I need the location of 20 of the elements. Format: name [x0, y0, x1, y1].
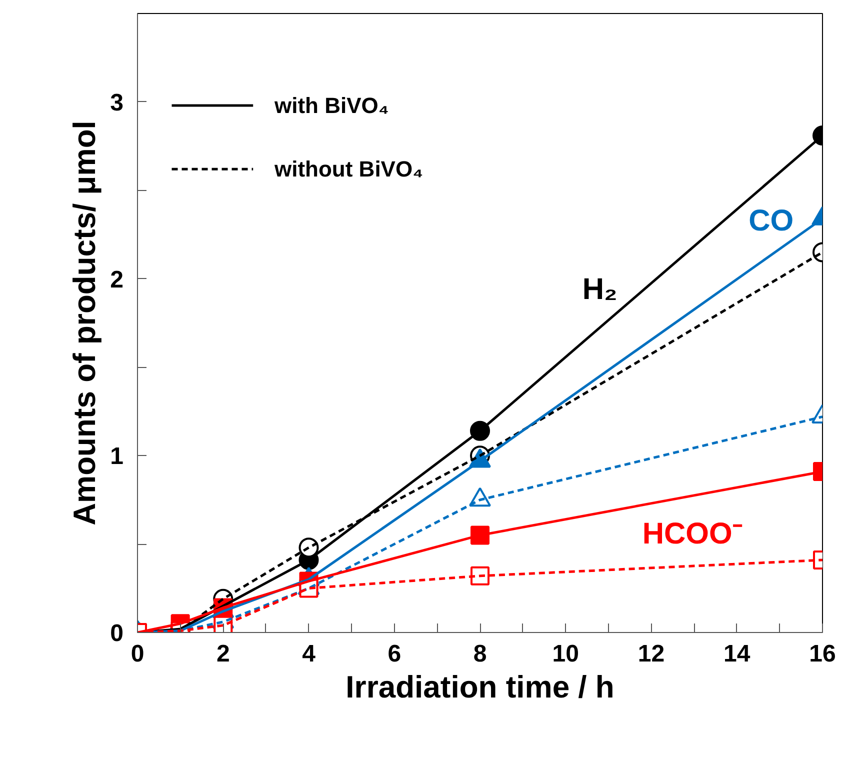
- annotation: without BiVO₄: [274, 156, 424, 182]
- x-tick-label: 10: [552, 640, 579, 668]
- x-tick-label: 8: [473, 640, 487, 668]
- series-label: HCOO⁻: [642, 517, 742, 550]
- x-tick-label: 12: [638, 640, 665, 668]
- y-tick-label: 3: [110, 89, 124, 116]
- x-tick-label: 4: [302, 640, 316, 668]
- x-tick-label: 0: [130, 640, 144, 668]
- series-label: CO: [748, 204, 794, 238]
- x-tick-label: 16: [809, 640, 836, 668]
- y-tick-label: 0: [110, 620, 124, 647]
- x-tick-label: 6: [388, 640, 402, 668]
- x-tick-label: 2: [216, 640, 230, 668]
- annotation: with BiVO₄: [274, 92, 389, 118]
- y-tick-label: 1: [110, 443, 124, 470]
- x-tick-label: 14: [724, 640, 751, 668]
- series-label: H₂: [582, 273, 618, 306]
- x-axis-title: Irradiation time / h: [346, 670, 614, 704]
- y-axis-title: Amounts of products/ μmol: [67, 120, 102, 526]
- y-tick-label: 2: [110, 266, 124, 294]
